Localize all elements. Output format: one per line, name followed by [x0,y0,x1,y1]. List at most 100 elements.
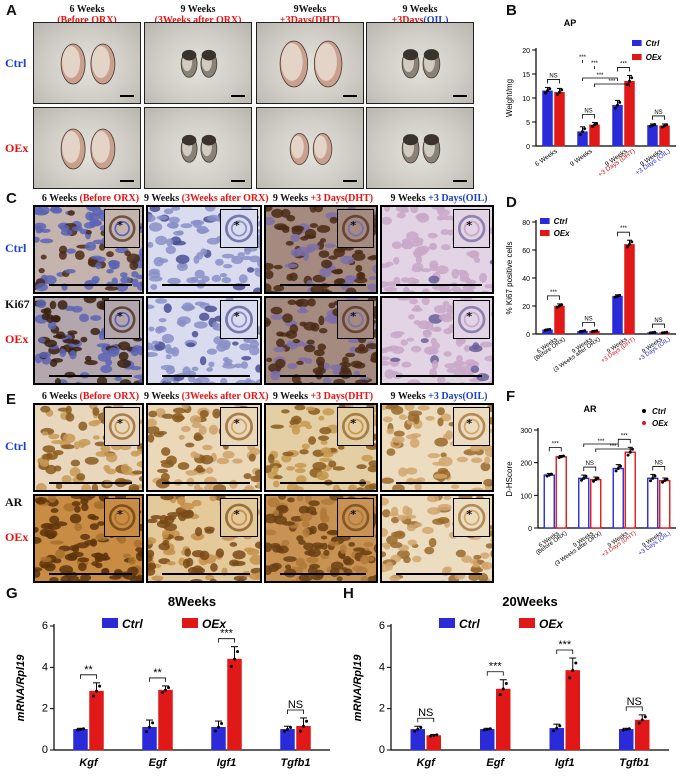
overview-inset [219,300,258,340]
nucleus [35,569,41,578]
significance-bracket [149,677,166,682]
chart-title: AR [584,404,597,414]
nucleus [120,463,130,474]
nucleus [266,357,273,363]
nucleus [405,507,413,516]
nucleus [296,246,310,256]
overview-inset [336,209,374,249]
gland-overview [108,504,136,531]
nucleus [185,557,194,567]
nucleus [324,315,338,323]
nucleus [163,303,172,314]
nucleus [97,521,106,526]
data-point [233,657,236,661]
y-axis-label: D-HScore [505,461,514,497]
nucleus [368,460,376,468]
nucleus [356,464,367,470]
nucleus [348,542,356,547]
data-point [580,478,584,482]
nucleus [78,438,91,447]
scale-bar [162,482,250,484]
lobe-tip [181,49,197,61]
data-point [583,329,587,333]
nucleus [355,264,363,273]
row-label: OEx [5,332,29,346]
nucleus [46,314,55,323]
nucleus [417,320,431,330]
header-line-2: +3Days(OIL) [362,15,478,26]
nucleus [156,430,168,435]
asterisk-marker: * [233,219,240,233]
nucleus [96,376,108,383]
legend-label: Ctrl [646,39,661,48]
nucleus [181,305,195,310]
nucleus [403,556,411,564]
nucleus [35,526,39,533]
nucleus [105,359,113,367]
nucleus [51,440,65,445]
data-point [660,125,664,129]
data-point [229,665,233,669]
nucleus [389,370,399,375]
nucleus [398,414,408,420]
header-line-2: +3Days(DHT) [252,15,368,26]
nucleus [282,451,294,457]
data-point [79,727,82,731]
nucleus [465,279,477,285]
nucleus [148,418,157,428]
nucleus [354,379,369,383]
nucleus [400,339,408,346]
data-point [413,729,417,733]
nucleus [114,376,123,382]
scale-bar [120,95,134,97]
nucleus [176,230,184,236]
nucleus [206,348,218,355]
nucleus [38,267,45,274]
nucleus [319,267,332,278]
nucleus [76,473,86,481]
data-point [164,688,167,692]
header-line-1: 9Weeks [293,4,327,15]
scale-bar [343,180,357,182]
nucleus [317,343,326,351]
data-point [653,122,657,126]
ihc-micrograph: * [264,296,378,385]
nucleus [420,338,429,344]
nucleus [276,545,289,554]
nucleus [249,345,260,356]
nucleus [254,541,260,549]
nucleus [191,366,199,372]
marker-label: AR [5,495,23,509]
gland-lumen [463,418,480,435]
nucleus [59,348,67,357]
nucleus [244,247,251,255]
nucleus [66,579,76,581]
nucleus [392,484,405,490]
data-point [630,240,634,244]
scale-bar [453,180,467,182]
prostate-lobes [401,134,441,164]
data-point [95,689,98,693]
bar [410,729,425,751]
bar [659,125,670,147]
nucleus [149,207,161,213]
nucleus [424,546,435,555]
nucleus [434,437,449,447]
nucleus [479,341,492,348]
asterisk-marker: * [117,417,123,431]
nucleus [266,317,271,328]
data-point [581,130,584,134]
bar [590,478,602,529]
nucleus [441,244,451,251]
nucleus [148,222,163,232]
nucleus [180,502,195,510]
scale-bar [396,375,482,377]
nucleus [119,379,132,383]
nucleus [198,312,210,321]
data-point [482,728,486,732]
nucleus [73,441,81,450]
data-point [630,447,634,451]
nucleus [424,346,437,355]
nucleus [245,378,252,383]
